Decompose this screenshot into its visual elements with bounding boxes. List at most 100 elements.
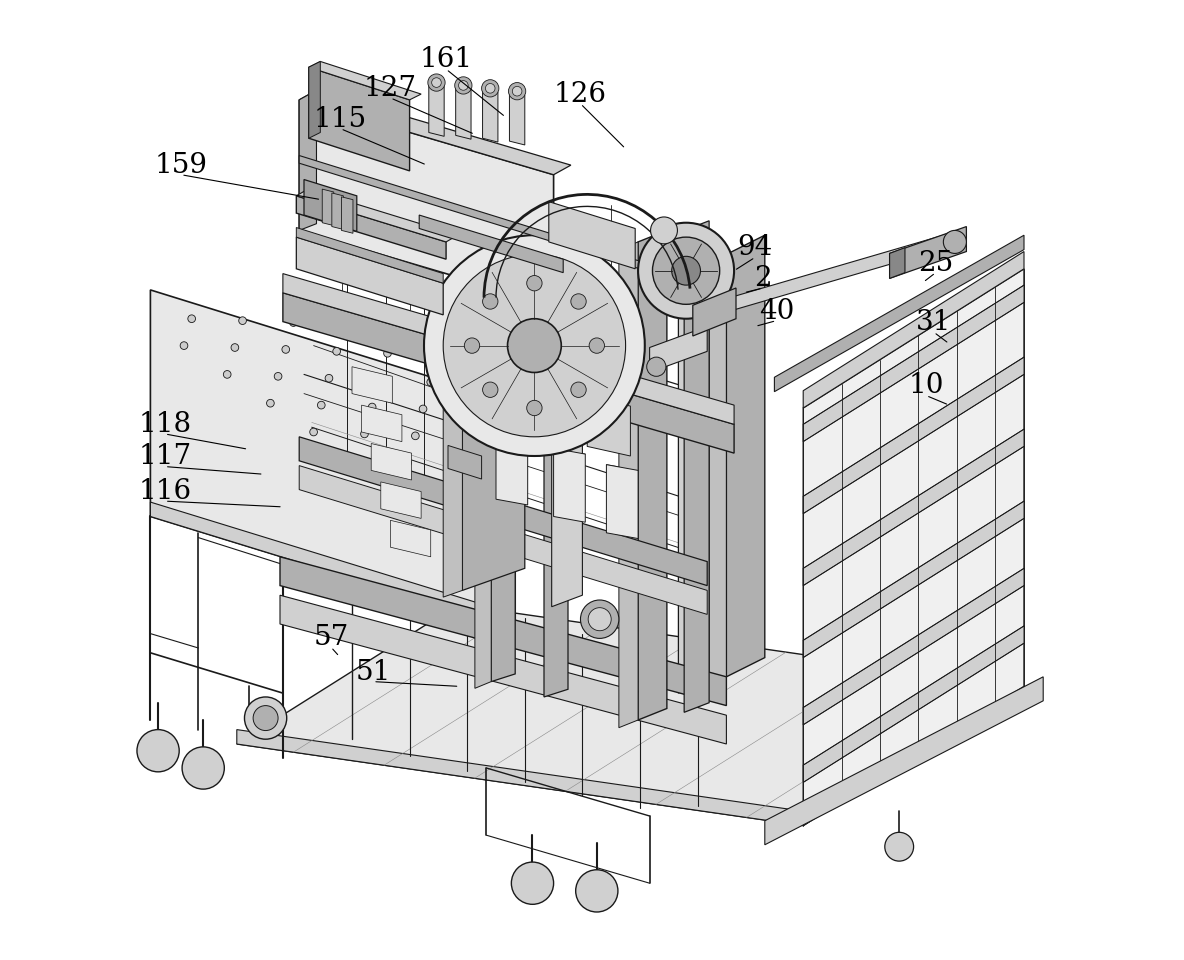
- Circle shape: [224, 371, 231, 378]
- Polygon shape: [456, 85, 471, 139]
- Circle shape: [432, 78, 442, 87]
- Circle shape: [575, 870, 618, 912]
- Text: 161: 161: [419, 46, 472, 73]
- Polygon shape: [279, 595, 727, 744]
- Polygon shape: [529, 382, 573, 442]
- Circle shape: [182, 747, 224, 789]
- Circle shape: [580, 600, 619, 638]
- Text: 126: 126: [554, 81, 607, 108]
- Polygon shape: [803, 568, 1024, 725]
- Text: 2: 2: [754, 265, 772, 292]
- Polygon shape: [650, 326, 707, 372]
- Polygon shape: [587, 396, 630, 456]
- Polygon shape: [606, 465, 638, 539]
- Circle shape: [650, 217, 677, 244]
- Circle shape: [443, 254, 625, 437]
- Polygon shape: [300, 466, 707, 614]
- Circle shape: [508, 83, 526, 100]
- Circle shape: [397, 486, 404, 493]
- Circle shape: [652, 237, 720, 304]
- Polygon shape: [448, 445, 482, 479]
- Circle shape: [513, 86, 522, 96]
- Polygon shape: [803, 269, 1024, 826]
- Circle shape: [310, 428, 317, 436]
- Polygon shape: [803, 357, 1024, 514]
- Circle shape: [571, 382, 586, 397]
- Polygon shape: [279, 557, 727, 706]
- Circle shape: [944, 230, 966, 253]
- Polygon shape: [296, 237, 443, 315]
- Polygon shape: [803, 626, 1024, 782]
- Polygon shape: [150, 290, 515, 629]
- Circle shape: [485, 84, 495, 93]
- Circle shape: [412, 432, 419, 440]
- Polygon shape: [707, 254, 727, 684]
- Text: 40: 40: [759, 298, 794, 324]
- Circle shape: [384, 349, 392, 357]
- Polygon shape: [341, 197, 353, 233]
- Polygon shape: [693, 288, 736, 336]
- Polygon shape: [889, 227, 966, 278]
- Circle shape: [424, 235, 645, 456]
- Circle shape: [244, 697, 287, 739]
- Polygon shape: [889, 248, 905, 278]
- Text: 117: 117: [139, 444, 192, 470]
- Circle shape: [671, 256, 701, 285]
- Text: 51: 51: [355, 659, 391, 685]
- Polygon shape: [496, 431, 528, 505]
- Polygon shape: [391, 520, 431, 557]
- Polygon shape: [381, 482, 422, 518]
- Polygon shape: [150, 502, 515, 629]
- Polygon shape: [554, 448, 585, 522]
- Polygon shape: [309, 67, 410, 171]
- Circle shape: [275, 372, 282, 380]
- Text: 115: 115: [314, 106, 367, 132]
- Polygon shape: [237, 730, 803, 826]
- Polygon shape: [300, 437, 707, 586]
- Circle shape: [590, 338, 605, 353]
- Circle shape: [527, 276, 542, 291]
- Circle shape: [511, 862, 554, 904]
- Circle shape: [377, 376, 384, 384]
- Circle shape: [404, 459, 412, 467]
- Polygon shape: [283, 274, 734, 424]
- Polygon shape: [300, 90, 571, 175]
- Polygon shape: [296, 228, 443, 283]
- Circle shape: [483, 382, 498, 397]
- Polygon shape: [296, 189, 457, 242]
- Circle shape: [333, 348, 341, 355]
- Circle shape: [483, 294, 498, 309]
- Text: 118: 118: [139, 411, 192, 438]
- Circle shape: [464, 338, 480, 353]
- Polygon shape: [309, 61, 321, 138]
- Text: 159: 159: [155, 152, 207, 179]
- Polygon shape: [463, 372, 506, 432]
- Circle shape: [458, 81, 468, 90]
- Polygon shape: [727, 235, 765, 677]
- Polygon shape: [419, 215, 564, 273]
- Circle shape: [266, 399, 275, 407]
- Circle shape: [188, 315, 195, 323]
- Polygon shape: [765, 677, 1043, 845]
- Polygon shape: [361, 405, 401, 442]
- Polygon shape: [429, 83, 444, 136]
- Polygon shape: [678, 257, 709, 693]
- Circle shape: [180, 342, 188, 349]
- Text: 57: 57: [314, 624, 348, 651]
- Polygon shape: [774, 235, 1024, 392]
- Text: 25: 25: [918, 250, 953, 276]
- Polygon shape: [300, 90, 316, 230]
- Polygon shape: [475, 286, 491, 688]
- Circle shape: [508, 319, 561, 372]
- Polygon shape: [549, 202, 635, 269]
- Text: 116: 116: [139, 478, 192, 505]
- Polygon shape: [443, 348, 463, 597]
- Polygon shape: [283, 293, 734, 453]
- Circle shape: [239, 317, 246, 324]
- Circle shape: [455, 77, 472, 94]
- Circle shape: [884, 832, 914, 861]
- Polygon shape: [309, 61, 422, 100]
- Circle shape: [290, 319, 297, 326]
- Circle shape: [326, 374, 333, 382]
- Polygon shape: [300, 100, 554, 305]
